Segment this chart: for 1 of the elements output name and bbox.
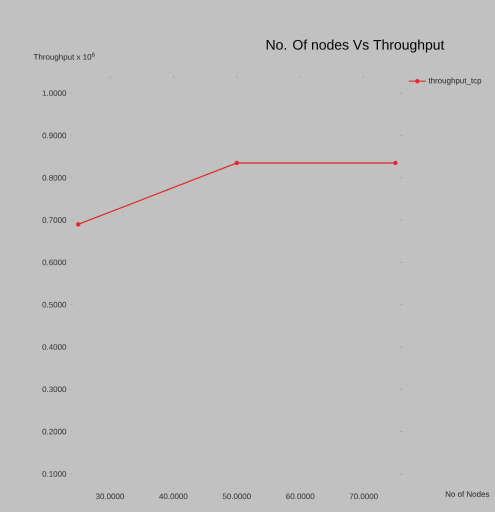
chart-title: No. Of nodes Vs Throughput: [266, 39, 444, 52]
